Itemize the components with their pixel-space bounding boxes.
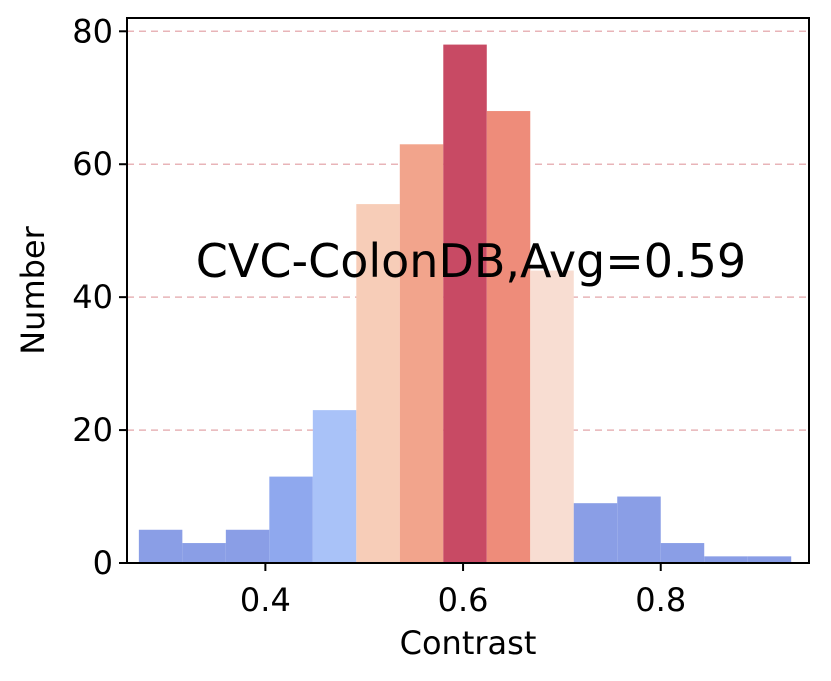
- y-axis-ticks: 0 20 40 60 80: [72, 12, 127, 582]
- histogram-bar: [138, 529, 183, 563]
- histogram-bars: [138, 44, 792, 564]
- dataset-annotation: CVC-ColonDB,Avg=0.59: [196, 234, 746, 288]
- x-tick-label: 0.8: [635, 581, 686, 619]
- histogram-bar: [399, 144, 444, 563]
- histogram-bar: [269, 476, 313, 563]
- y-tick-label: 0: [93, 544, 113, 582]
- histogram-bar: [312, 410, 357, 563]
- y-tick-label: 80: [72, 12, 113, 50]
- y-tick-label: 40: [72, 278, 113, 316]
- histogram-bar: [530, 270, 574, 563]
- histogram-bar: [660, 543, 705, 563]
- x-axis-ticks: 0.4 0.6 0.8: [240, 563, 686, 619]
- x-axis-label: Contrast: [400, 624, 537, 662]
- histogram-bar: [225, 529, 270, 563]
- plot-frame: [126, 17, 810, 564]
- y-tick-label: 20: [72, 411, 113, 449]
- histogram-bar: [182, 543, 226, 563]
- histogram-bar: [356, 204, 400, 563]
- x-tick-label: 0.4: [240, 581, 291, 619]
- histogram-bar: [486, 111, 531, 564]
- histogram-bar: [617, 496, 661, 563]
- y-tick-label: 60: [72, 145, 113, 183]
- y-axis-label: Number: [14, 225, 52, 354]
- histogram-bar: [704, 556, 748, 563]
- histogram-bar: [747, 556, 792, 563]
- histogram-bar: [573, 503, 618, 563]
- x-tick-label: 0.6: [438, 581, 489, 619]
- histogram-bar: [443, 44, 487, 563]
